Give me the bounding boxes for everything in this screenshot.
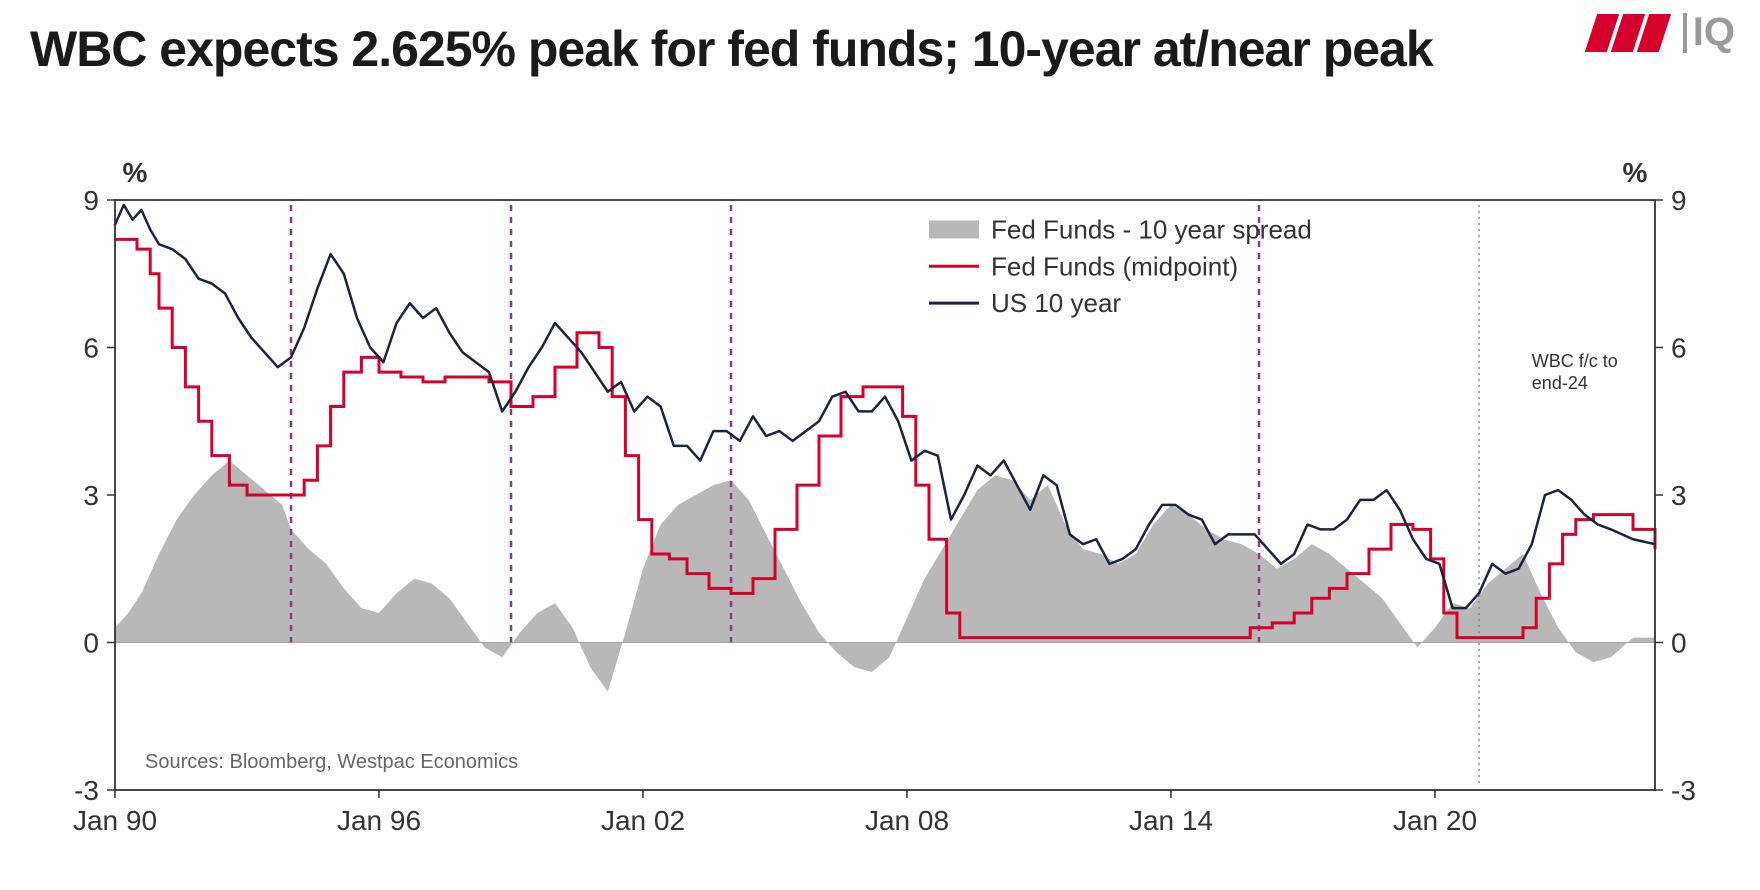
svg-text:Jan 02: Jan 02 xyxy=(601,805,685,836)
svg-text:WBC f/c to: WBC f/c to xyxy=(1532,351,1618,371)
svg-text:Sources: Bloomberg, Westpac Ec: Sources: Bloomberg, Westpac Economics xyxy=(145,751,518,773)
chart-svg: %% -3 -3 0 0 3 3 6 6 9 9 Jan 90 Jan 96 Jan 02 Jan 08 Ja… xyxy=(45,140,1725,860)
svg-text:Fed Funds - 10 year spread: Fed Funds - 10 year spread xyxy=(991,214,1312,244)
svg-text:Jan 20: Jan 20 xyxy=(1393,805,1477,836)
svg-text:%: % xyxy=(123,157,148,188)
svg-text:9: 9 xyxy=(83,185,99,216)
svg-text:-3: -3 xyxy=(74,775,99,806)
svg-text:%: % xyxy=(1623,157,1648,188)
svg-text:3: 3 xyxy=(1671,480,1687,511)
svg-text:0: 0 xyxy=(83,628,99,659)
westpac-iq-logo: IQ xyxy=(1591,10,1735,55)
westpac-w-mark xyxy=(1591,14,1665,52)
svg-text:3: 3 xyxy=(83,480,99,511)
iq-label: IQ xyxy=(1693,10,1735,55)
svg-text:9: 9 xyxy=(1671,185,1687,216)
svg-text:end-24: end-24 xyxy=(1532,373,1588,393)
iq-text: IQ xyxy=(1673,10,1735,55)
svg-text:Jan 14: Jan 14 xyxy=(1129,805,1213,836)
svg-text:6: 6 xyxy=(83,333,99,364)
rates-chart: %% -3 -3 0 0 3 3 6 6 9 9 Jan 90 Jan 96 Jan 02 Jan 08 Ja… xyxy=(45,140,1725,860)
svg-text:6: 6 xyxy=(1671,333,1687,364)
svg-text:-3: -3 xyxy=(1671,775,1696,806)
svg-text:0: 0 xyxy=(1671,628,1687,659)
svg-text:Fed Funds (midpoint): Fed Funds (midpoint) xyxy=(991,251,1238,281)
svg-text:Jan 08: Jan 08 xyxy=(865,805,949,836)
svg-text:Jan 90: Jan 90 xyxy=(73,805,157,836)
chart-title: WBC expects 2.625% peak for fed funds; 1… xyxy=(30,20,1433,78)
svg-text:Jan 96: Jan 96 xyxy=(337,805,421,836)
svg-text:US 10 year: US 10 year xyxy=(991,288,1121,318)
